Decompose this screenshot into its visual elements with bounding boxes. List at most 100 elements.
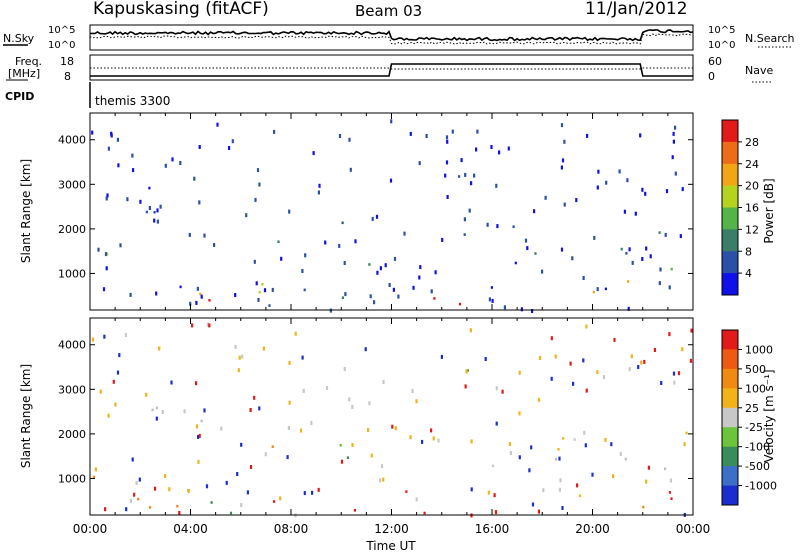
range-cell bbox=[343, 261, 346, 265]
range-cell bbox=[604, 437, 607, 442]
colorbar-tick-label: -1000 bbox=[745, 480, 777, 493]
range-cell bbox=[179, 161, 182, 165]
range-cell bbox=[619, 452, 622, 457]
freq-label: Freq. bbox=[15, 55, 42, 68]
range-cell bbox=[573, 438, 576, 441]
range-cell bbox=[623, 209, 626, 214]
range-cell bbox=[576, 483, 579, 488]
x-tick-label: 12:00 bbox=[374, 522, 409, 536]
range-cell bbox=[425, 134, 428, 138]
range-cell bbox=[198, 200, 201, 205]
range-cell bbox=[670, 497, 673, 500]
range-cell bbox=[560, 247, 564, 252]
range-cell bbox=[135, 481, 138, 485]
range-cell bbox=[660, 381, 663, 385]
colorbar-swatch bbox=[722, 368, 738, 389]
range-cell bbox=[338, 134, 342, 138]
range-cell bbox=[253, 395, 256, 400]
range-cell bbox=[368, 401, 371, 406]
range-cell bbox=[228, 146, 231, 150]
range-cell bbox=[178, 511, 181, 515]
range-cell bbox=[419, 265, 422, 270]
range-cell bbox=[279, 496, 282, 501]
range-cell bbox=[349, 167, 352, 172]
range-cell bbox=[225, 480, 228, 485]
range-cell bbox=[465, 369, 468, 374]
range-cell bbox=[554, 457, 557, 461]
y-tick-label: 3000 bbox=[58, 383, 86, 396]
range-cell bbox=[183, 409, 186, 414]
range-cell bbox=[156, 208, 159, 213]
nsearch-trace bbox=[89, 33, 694, 45]
range-cell bbox=[195, 300, 198, 305]
range-cell bbox=[596, 287, 599, 292]
range-cell bbox=[494, 510, 498, 515]
range-cell bbox=[145, 210, 148, 214]
range-cell bbox=[473, 173, 476, 178]
colorbar-tick-label: 8 bbox=[745, 245, 752, 258]
range-cell bbox=[288, 400, 291, 405]
range-cell bbox=[311, 490, 314, 495]
range-cell bbox=[198, 433, 201, 438]
range-cell bbox=[277, 240, 280, 243]
range-cell bbox=[561, 506, 564, 510]
range-cell bbox=[148, 206, 151, 210]
range-cell bbox=[380, 464, 384, 469]
range-cell bbox=[325, 386, 329, 390]
y-tick-label: 4000 bbox=[58, 134, 86, 147]
range-cell bbox=[206, 322, 209, 327]
range-cell bbox=[533, 209, 536, 214]
range-cell bbox=[156, 219, 159, 224]
range-cell bbox=[231, 139, 234, 144]
range-cell bbox=[216, 122, 219, 127]
range-cell bbox=[397, 294, 400, 299]
range-cell bbox=[195, 424, 199, 429]
range-cell bbox=[630, 354, 633, 359]
range-cell bbox=[155, 406, 159, 410]
range-cell bbox=[119, 243, 122, 248]
range-cell bbox=[133, 492, 136, 497]
range-cell bbox=[683, 442, 686, 447]
range-cell bbox=[117, 163, 120, 168]
colorbar-tick-label: 28 bbox=[745, 136, 759, 149]
range-cell bbox=[514, 261, 517, 265]
range-cell bbox=[312, 151, 315, 156]
nsearch-label: N.Search bbox=[745, 32, 795, 45]
x-tick-label: 20:00 bbox=[575, 522, 610, 536]
range-cell bbox=[170, 380, 173, 385]
y-tick-label: 2000 bbox=[58, 223, 86, 236]
range-cell bbox=[348, 397, 351, 402]
range-cell bbox=[469, 328, 472, 333]
range-cell bbox=[258, 290, 261, 294]
range-cell bbox=[245, 213, 248, 218]
range-cell bbox=[561, 158, 565, 163]
range-cell bbox=[530, 445, 533, 450]
range-cell bbox=[604, 287, 607, 291]
range-cell bbox=[458, 175, 461, 178]
range-cell bbox=[145, 392, 148, 397]
range-cell bbox=[411, 389, 414, 393]
range-cell bbox=[238, 355, 241, 360]
range-cell bbox=[171, 157, 174, 162]
range-cell bbox=[344, 292, 347, 297]
range-cell bbox=[539, 356, 542, 360]
range-cell bbox=[149, 506, 152, 509]
range-cell bbox=[476, 129, 479, 134]
range-cell bbox=[503, 305, 506, 310]
velocity-panel: 1000 2000 3000 4000 00:00 04:00 08:00 12:00 16:… bbox=[19, 317, 710, 553]
range-cell bbox=[440, 354, 443, 359]
range-cell bbox=[273, 500, 276, 503]
range-cell bbox=[665, 189, 669, 194]
range-cell bbox=[645, 479, 648, 484]
range-cell bbox=[672, 371, 676, 376]
range-cell bbox=[197, 435, 200, 439]
range-cell bbox=[348, 137, 351, 142]
range-cell bbox=[198, 145, 201, 149]
range-cell bbox=[571, 256, 574, 261]
range-cell bbox=[446, 195, 449, 199]
range-cell bbox=[189, 301, 192, 306]
colorbar-swatch bbox=[722, 427, 738, 448]
range-cell bbox=[486, 222, 489, 227]
nave-tick-bottom: 0 bbox=[708, 70, 715, 83]
range-cell bbox=[496, 224, 499, 229]
